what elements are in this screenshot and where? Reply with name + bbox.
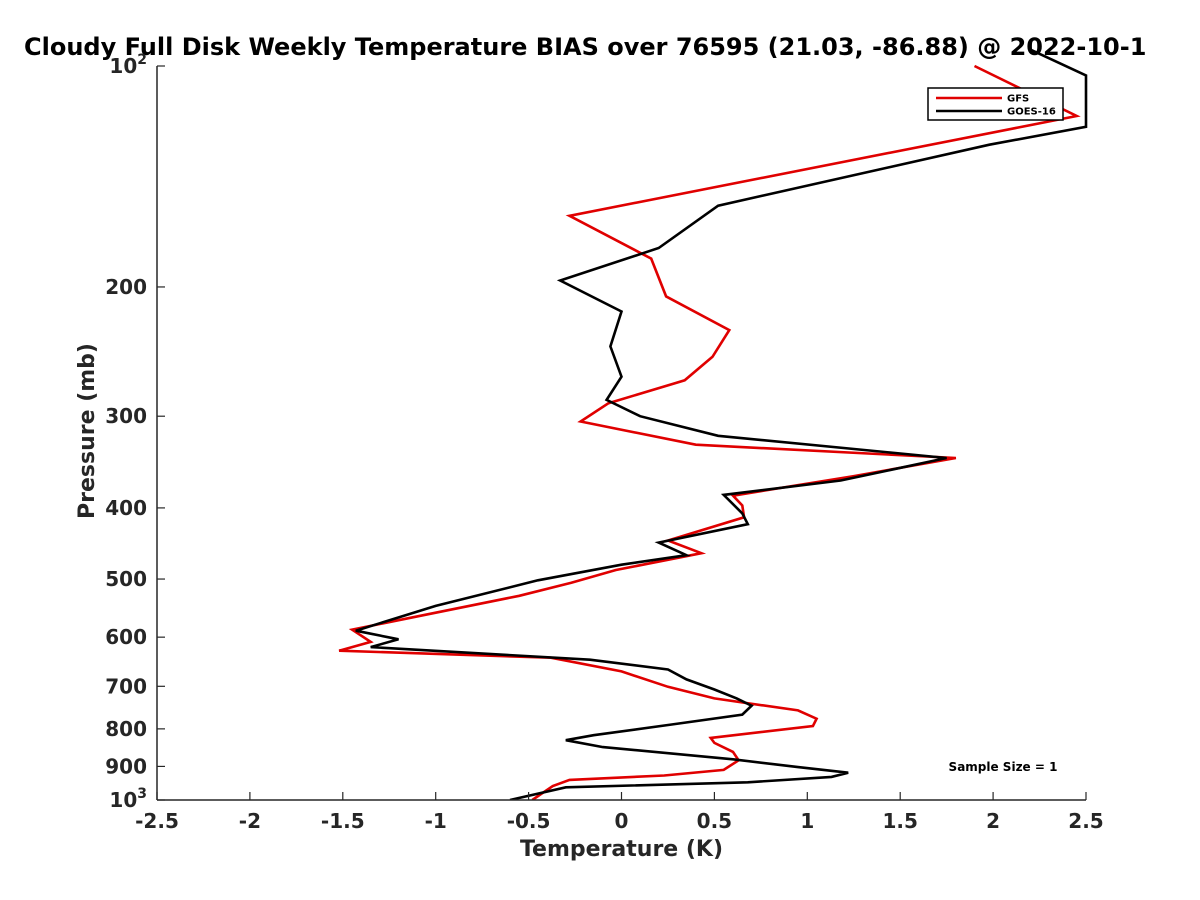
legend-label-gfs: GFS xyxy=(1007,94,1029,105)
legend-box xyxy=(927,87,1064,121)
x-tick-label: -1.5 xyxy=(321,809,365,833)
x-tick-label: 2 xyxy=(986,809,1000,833)
legend-label-goes-16: GOES-16 xyxy=(1007,107,1056,118)
y-axis-label: Pressure (mb) xyxy=(75,343,100,519)
x-tick-label: -2.5 xyxy=(135,809,179,833)
y-axis-ticks: 102 200 300 400 500 600 700 800 900 103 xyxy=(105,52,165,812)
x-axis-ticks: -2.5 -2 -1.5 -1 -0.5 0 0.5 1 1.5 2 2.5 xyxy=(135,792,1104,833)
y-tick-label: 900 xyxy=(105,754,147,778)
series-layer xyxy=(338,48,1088,800)
x-tick-label: 2.5 xyxy=(1068,809,1103,833)
chart-title: Cloudy Full Disk Weekly Temperature BIAS… xyxy=(24,33,1146,61)
y-tick-label: 500 xyxy=(105,567,147,591)
x-axis-label: Temperature (K) xyxy=(520,837,723,862)
x-tick-label: 1.5 xyxy=(882,809,917,833)
x-tick-label: -2 xyxy=(239,809,261,833)
y-tick-label: 300 xyxy=(105,404,147,428)
y-tick-label: 200 xyxy=(105,275,147,299)
legend: GFS GOES-16 xyxy=(927,87,1064,121)
x-tick-label: 0 xyxy=(615,809,629,833)
y-tick-label: 103 xyxy=(109,786,147,812)
axes-layer xyxy=(156,66,1086,801)
sample-size-annotation: Sample Size = 1 xyxy=(949,760,1058,774)
y-tick-label: 600 xyxy=(105,625,147,649)
y-tick-label: 400 xyxy=(105,496,147,520)
series-line-gfs xyxy=(338,64,1081,800)
y-tick-label: 800 xyxy=(105,717,147,741)
series-line-goes-16 xyxy=(355,48,1088,800)
x-tick-label: -0.5 xyxy=(507,809,551,833)
y-tick-label: 700 xyxy=(105,674,147,698)
y-tick-label: 102 xyxy=(109,52,147,78)
x-tick-label: 1 xyxy=(800,809,814,833)
x-tick-label: 0.5 xyxy=(697,809,732,833)
x-tick-label: -1 xyxy=(425,809,447,833)
